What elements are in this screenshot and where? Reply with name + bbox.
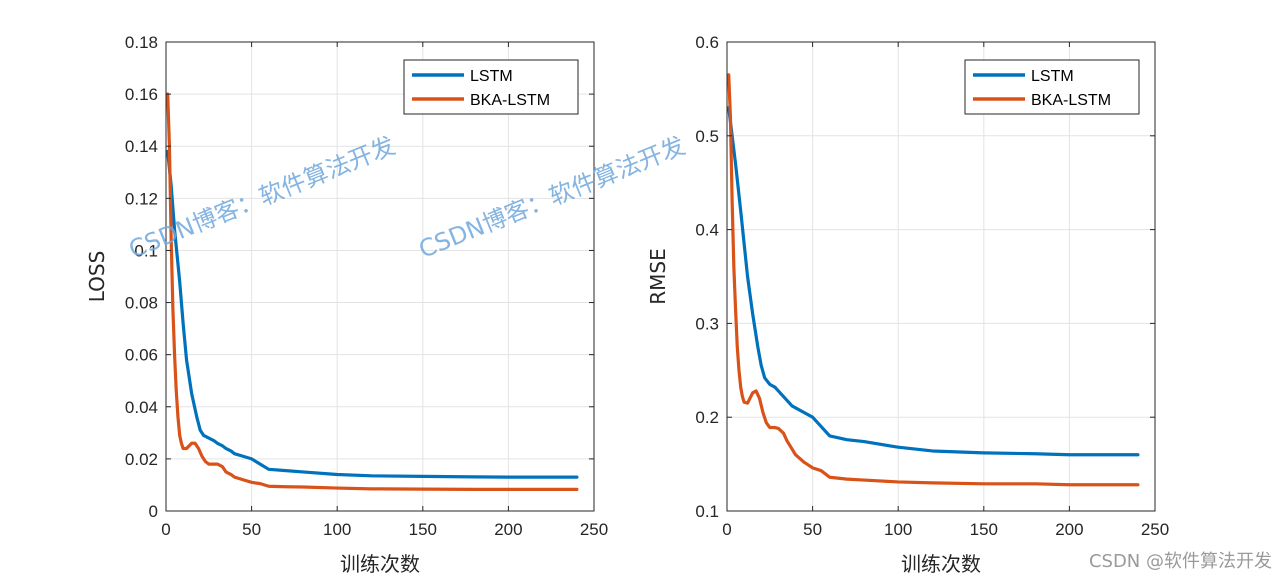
y-tick-label: 0.02 xyxy=(125,450,158,469)
x-axis-label: 训练次数 xyxy=(340,552,420,576)
y-tick-label: 0.1 xyxy=(134,241,158,260)
y-tick-label: 0.18 xyxy=(125,33,158,52)
legend-label-bka-lstm: BKA-LSTM xyxy=(470,92,550,109)
x-tick-label: 50 xyxy=(803,520,822,539)
y-tick-label: 0.12 xyxy=(125,189,158,208)
series-line-lstm xyxy=(166,149,579,479)
x-tick-label: 100 xyxy=(323,520,351,539)
legend-label-bka-lstm: BKA-LSTM xyxy=(1031,92,1111,109)
x-tick-label: 0 xyxy=(722,520,731,539)
series-line-bka-lstm xyxy=(727,73,1140,487)
y-axis-label: LOSS xyxy=(85,251,109,303)
y-tick-label: 0.14 xyxy=(125,137,158,156)
chart-1-loss: 0 50 100 150 200 250 0 0.02 0.04 0.06 0.08 0.1 0.12 0… xyxy=(85,33,608,576)
legend-box xyxy=(964,59,1140,115)
legend: LSTM BKA-LSTM xyxy=(964,59,1140,115)
legend-box xyxy=(403,59,579,115)
x-tick-label: 100 xyxy=(884,520,912,539)
legend-label-lstm: LSTM xyxy=(1031,68,1074,85)
y-axis-label: RMSE xyxy=(646,248,670,304)
y-tick-label: 0.04 xyxy=(125,398,158,417)
axes-box xyxy=(726,41,1156,512)
x-tick-label: 150 xyxy=(409,520,437,539)
y-tick-label: 0.5 xyxy=(695,127,719,146)
x-tick-label: 0 xyxy=(161,520,170,539)
series-line-lstm xyxy=(727,106,1140,457)
corner-watermark: CSDN @软件算法开发 xyxy=(1088,551,1272,572)
axes-box xyxy=(165,41,595,512)
series-line-bka-lstm xyxy=(166,92,579,491)
x-tick-label: 50 xyxy=(242,520,261,539)
y-tick-label: 0.06 xyxy=(125,346,158,365)
y-tick-label: 0.2 xyxy=(695,408,719,427)
x-tick-label: 250 xyxy=(580,520,608,539)
y-tick-label: 0.6 xyxy=(695,33,719,52)
legend-label-lstm: LSTM xyxy=(470,68,513,85)
x-tick-label: 250 xyxy=(1141,520,1169,539)
plot-area xyxy=(166,42,594,511)
x-tick-label: 200 xyxy=(1055,520,1083,539)
plot-area xyxy=(727,42,1155,511)
y-tick-label: 0.3 xyxy=(695,314,719,333)
y-tick-label: 0.08 xyxy=(125,294,158,313)
x-tick-label: 200 xyxy=(494,520,522,539)
y-tick-label: 0.1 xyxy=(695,502,719,521)
chart-2-rmse: 0 50 100 150 200 250 0.1 0.2 0.3 0.4 0.5 0.6 训练次数 RMS… xyxy=(646,33,1169,576)
x-tick-label: 150 xyxy=(970,520,998,539)
y-tick-label: 0 xyxy=(149,502,158,521)
y-tick-label: 0.4 xyxy=(695,221,719,240)
legend: LSTM BKA-LSTM xyxy=(403,59,579,115)
x-axis-label: 训练次数 xyxy=(901,552,981,576)
y-tick-label: 0.16 xyxy=(125,85,158,104)
